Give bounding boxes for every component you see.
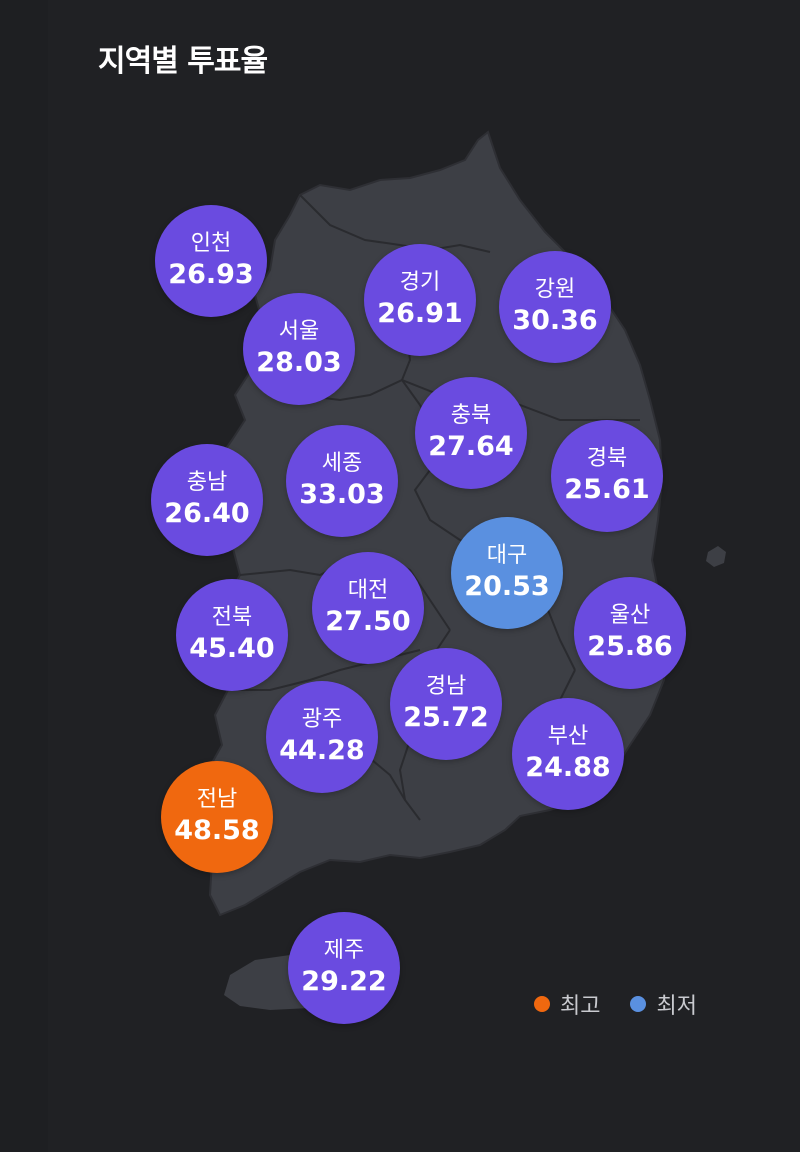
legend-lowest-label: 최저 [656, 994, 697, 1019]
region-gyeonggi[interactable]: 경기 26.91 [364, 244, 476, 356]
region-gyeongbuk[interactable]: 경북 25.61 [551, 420, 663, 532]
legend-highest-label: 최고 [560, 994, 601, 1019]
region-ulsan[interactable]: 울산 25.86 [574, 577, 686, 689]
region-incheon[interactable]: 인천 26.93 [155, 205, 267, 317]
region-name: 전남 [196, 787, 238, 812]
region-gyeongnam[interactable]: 경남 25.72 [390, 648, 502, 760]
region-value: 26.40 [164, 498, 250, 529]
region-name: 광주 [301, 707, 343, 732]
region-value: 26.93 [168, 259, 254, 290]
region-gangwon[interactable]: 강원 30.36 [499, 251, 611, 363]
region-value: 25.86 [587, 631, 673, 662]
region-value: 48.58 [174, 815, 260, 846]
region-value: 20.53 [464, 571, 550, 602]
region-name: 강원 [534, 277, 576, 302]
region-value: 30.36 [512, 305, 598, 336]
region-name: 충남 [186, 470, 228, 495]
region-name: 대구 [486, 543, 528, 568]
highest-color-dot [534, 996, 550, 1012]
region-name: 경북 [586, 446, 628, 471]
region-name: 경남 [425, 674, 467, 699]
region-value: 45.40 [189, 633, 275, 664]
region-value: 33.03 [299, 479, 385, 510]
region-value: 26.91 [377, 298, 463, 329]
region-daejeon[interactable]: 대전 27.50 [312, 552, 424, 664]
region-value: 27.50 [325, 606, 411, 637]
region-value: 44.28 [279, 735, 365, 766]
region-jeju[interactable]: 제주 29.22 [288, 912, 400, 1024]
ulleungdo-shape [706, 546, 726, 567]
region-value: 27.64 [428, 431, 514, 462]
page-title: 지역별 투표율 [98, 44, 268, 79]
region-value: 25.72 [403, 702, 489, 733]
region-name: 서울 [278, 319, 320, 344]
region-chungnam[interactable]: 충남 26.40 [151, 444, 263, 556]
region-jeonnam[interactable]: 전남 48.58 [161, 761, 273, 873]
region-name: 부산 [547, 724, 589, 749]
region-seoul[interactable]: 서울 28.03 [243, 293, 355, 405]
legend-item-lowest: 최저 [630, 988, 697, 1020]
region-jeonbuk[interactable]: 전북 45.40 [176, 579, 288, 691]
region-name: 세종 [321, 451, 363, 476]
region-busan[interactable]: 부산 24.88 [512, 698, 624, 810]
region-value: 28.03 [256, 347, 342, 378]
region-value: 29.22 [301, 966, 387, 997]
region-name: 충북 [450, 403, 492, 428]
region-value: 24.88 [525, 752, 611, 783]
region-sejong[interactable]: 세종 33.03 [286, 425, 398, 537]
region-name: 전북 [211, 605, 253, 630]
region-name: 울산 [609, 603, 651, 628]
lowest-color-dot [630, 996, 647, 1012]
region-gwangju[interactable]: 광주 44.28 [266, 681, 378, 793]
region-name: 경기 [399, 270, 441, 295]
region-value: 25.61 [564, 474, 650, 505]
legend: 최고 최저 [534, 988, 697, 1020]
region-daegu[interactable]: 대구 20.53 [451, 517, 563, 629]
region-name: 대전 [347, 578, 389, 603]
region-name: 인천 [190, 231, 232, 256]
region-name: 제주 [323, 938, 365, 963]
legend-item-highest: 최고 [534, 988, 600, 1020]
region-chungbuk[interactable]: 충북 27.64 [415, 377, 527, 489]
